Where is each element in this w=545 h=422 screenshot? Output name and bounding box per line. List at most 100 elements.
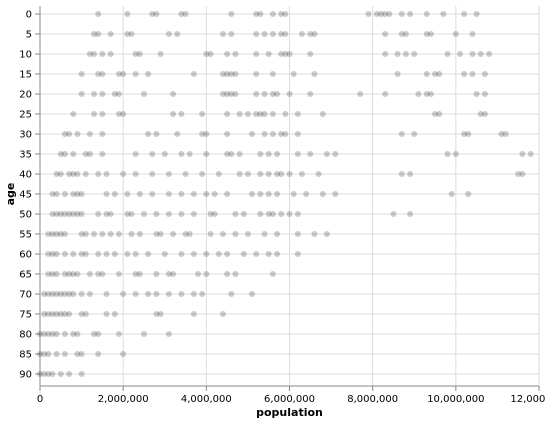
data-point [191, 211, 197, 217]
data-point [99, 51, 105, 57]
data-point [465, 191, 471, 197]
x-tick-label: 10,000,000 [427, 394, 484, 405]
data-point [461, 11, 467, 17]
data-point [166, 211, 172, 217]
data-point [436, 71, 442, 77]
data-point [453, 31, 459, 37]
data-point [469, 71, 475, 77]
data-point [99, 271, 105, 277]
data-point [187, 151, 193, 157]
data-point [166, 291, 172, 297]
data-point [266, 191, 272, 197]
data-point [170, 231, 176, 237]
data-point [266, 51, 272, 57]
data-point [58, 371, 64, 377]
data-point [282, 31, 288, 37]
data-point [424, 71, 430, 77]
data-point [183, 11, 189, 17]
data-point [382, 51, 388, 57]
data-point [253, 251, 259, 257]
data-point [469, 51, 475, 57]
data-point [295, 231, 301, 237]
y-tick-label: 65 [19, 270, 32, 281]
data-point [407, 171, 413, 177]
y-tick-label: 55 [19, 230, 32, 241]
y-tick-label: 0 [26, 10, 32, 21]
data-point [262, 131, 268, 137]
data-point [232, 91, 238, 97]
data-point [95, 171, 101, 177]
data-point [445, 51, 451, 57]
data-point [112, 251, 118, 257]
data-point [199, 291, 205, 297]
data-point [108, 31, 114, 37]
data-point [104, 311, 110, 317]
data-point [428, 91, 434, 97]
data-point [249, 131, 255, 137]
data-point [407, 211, 413, 217]
y-tick-label: 15 [19, 70, 32, 81]
data-point [79, 71, 85, 77]
data-point [266, 251, 272, 257]
x-tick-label: 8,000,000 [347, 394, 398, 405]
data-point [58, 171, 64, 177]
data-point [133, 151, 139, 157]
data-point [99, 111, 105, 117]
data-point [145, 291, 151, 297]
data-point [332, 191, 338, 197]
data-point [124, 11, 130, 17]
y-tick-label: 25 [19, 110, 32, 121]
data-point [153, 131, 159, 137]
data-point [108, 51, 114, 57]
data-point [116, 331, 122, 337]
y-tick-label: 75 [19, 310, 32, 321]
data-point [95, 211, 101, 217]
data-point [158, 231, 164, 237]
data-point [141, 331, 147, 337]
data-point [133, 71, 139, 77]
data-point [128, 211, 134, 217]
data-point [266, 171, 272, 177]
x-axis-title: population [256, 406, 323, 419]
data-point [311, 231, 317, 237]
data-point [83, 251, 89, 257]
y-tick-label: 80 [19, 330, 32, 341]
data-point [95, 31, 101, 37]
data-point [424, 11, 430, 17]
data-point [191, 71, 197, 77]
data-point [104, 251, 110, 257]
data-point [249, 191, 255, 197]
data-point [116, 231, 122, 237]
data-point [241, 211, 247, 217]
data-point [232, 271, 238, 277]
data-point [257, 11, 263, 17]
data-point [311, 31, 317, 37]
data-point [465, 131, 471, 137]
data-point [203, 271, 209, 277]
data-point [237, 151, 243, 157]
data-point [249, 291, 255, 297]
data-point [224, 271, 230, 277]
data-point [357, 91, 363, 97]
data-point [199, 111, 205, 117]
data-point [453, 151, 459, 157]
data-point [228, 11, 234, 17]
data-point [232, 231, 238, 237]
data-point [307, 91, 313, 97]
data-point [120, 71, 126, 77]
data-point [399, 11, 405, 17]
y-tick-label: 45 [19, 190, 32, 201]
data-point [158, 311, 164, 317]
data-point [295, 111, 301, 117]
data-point [287, 51, 293, 57]
data-point [178, 191, 184, 197]
data-point [108, 231, 114, 237]
data-point [220, 31, 226, 37]
data-point [79, 291, 85, 297]
data-point [178, 251, 184, 257]
data-point [282, 111, 288, 117]
data-point [382, 31, 388, 37]
data-point [66, 371, 72, 377]
data-point [282, 131, 288, 137]
